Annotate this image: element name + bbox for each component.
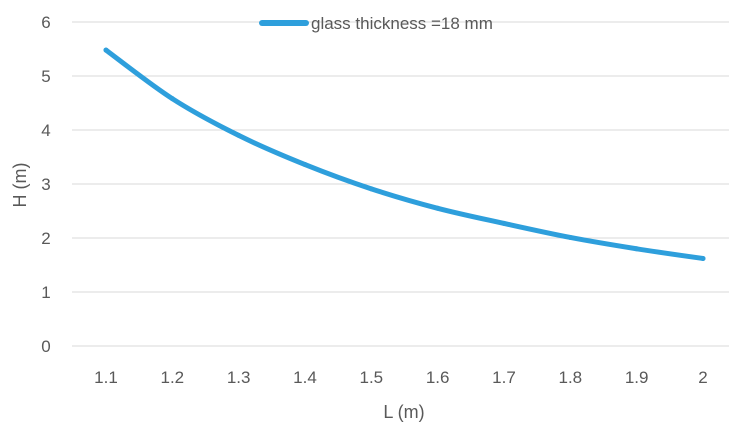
- y-tick-label: 3: [41, 175, 50, 194]
- x-tick-label: 1.4: [293, 368, 317, 387]
- legend-label: glass thickness =18 mm: [311, 14, 493, 33]
- data-point: [435, 205, 441, 211]
- data-point: [169, 96, 175, 102]
- data-point: [567, 234, 573, 240]
- x-tick-label: 1.5: [360, 368, 384, 387]
- y-axis-title: H (m): [10, 163, 30, 208]
- x-tick-label: 1.8: [559, 368, 583, 387]
- data-point: [634, 246, 640, 252]
- x-tick-label: 1.7: [492, 368, 516, 387]
- x-tick-label: 1.6: [426, 368, 450, 387]
- data-point: [501, 220, 507, 226]
- series-line: [103, 47, 706, 262]
- data-point: [368, 186, 374, 192]
- x-tick-label: 1.9: [625, 368, 649, 387]
- series-layer: [103, 47, 706, 262]
- x-tick-label: 2: [698, 368, 707, 387]
- data-point: [103, 47, 109, 53]
- y-tick-label: 4: [41, 121, 50, 140]
- y-tick-label: 2: [41, 229, 50, 248]
- y-tick-label: 6: [41, 13, 50, 32]
- gridlines: [72, 21, 729, 347]
- y-tick-label: 5: [41, 67, 50, 86]
- y-tick-label: 0: [41, 337, 50, 356]
- x-tick-label: 1.1: [94, 368, 118, 387]
- y-tick-label: 1: [41, 283, 50, 302]
- x-axis-ticks: 1.1 1.2 1.3 1.4 1.5 1.6 1.7 1.8 1.9 2: [94, 368, 708, 387]
- x-tick-label: 1.3: [227, 368, 251, 387]
- x-axis-title: L (m): [383, 402, 424, 422]
- y-axis-ticks: 0 1 2 3 4 5 6: [41, 13, 50, 356]
- legend: glass thickness =18 mm: [259, 14, 493, 33]
- data-point: [700, 256, 706, 262]
- x-tick-label: 1.2: [161, 368, 185, 387]
- data-point: [302, 162, 308, 168]
- data-point: [236, 132, 242, 138]
